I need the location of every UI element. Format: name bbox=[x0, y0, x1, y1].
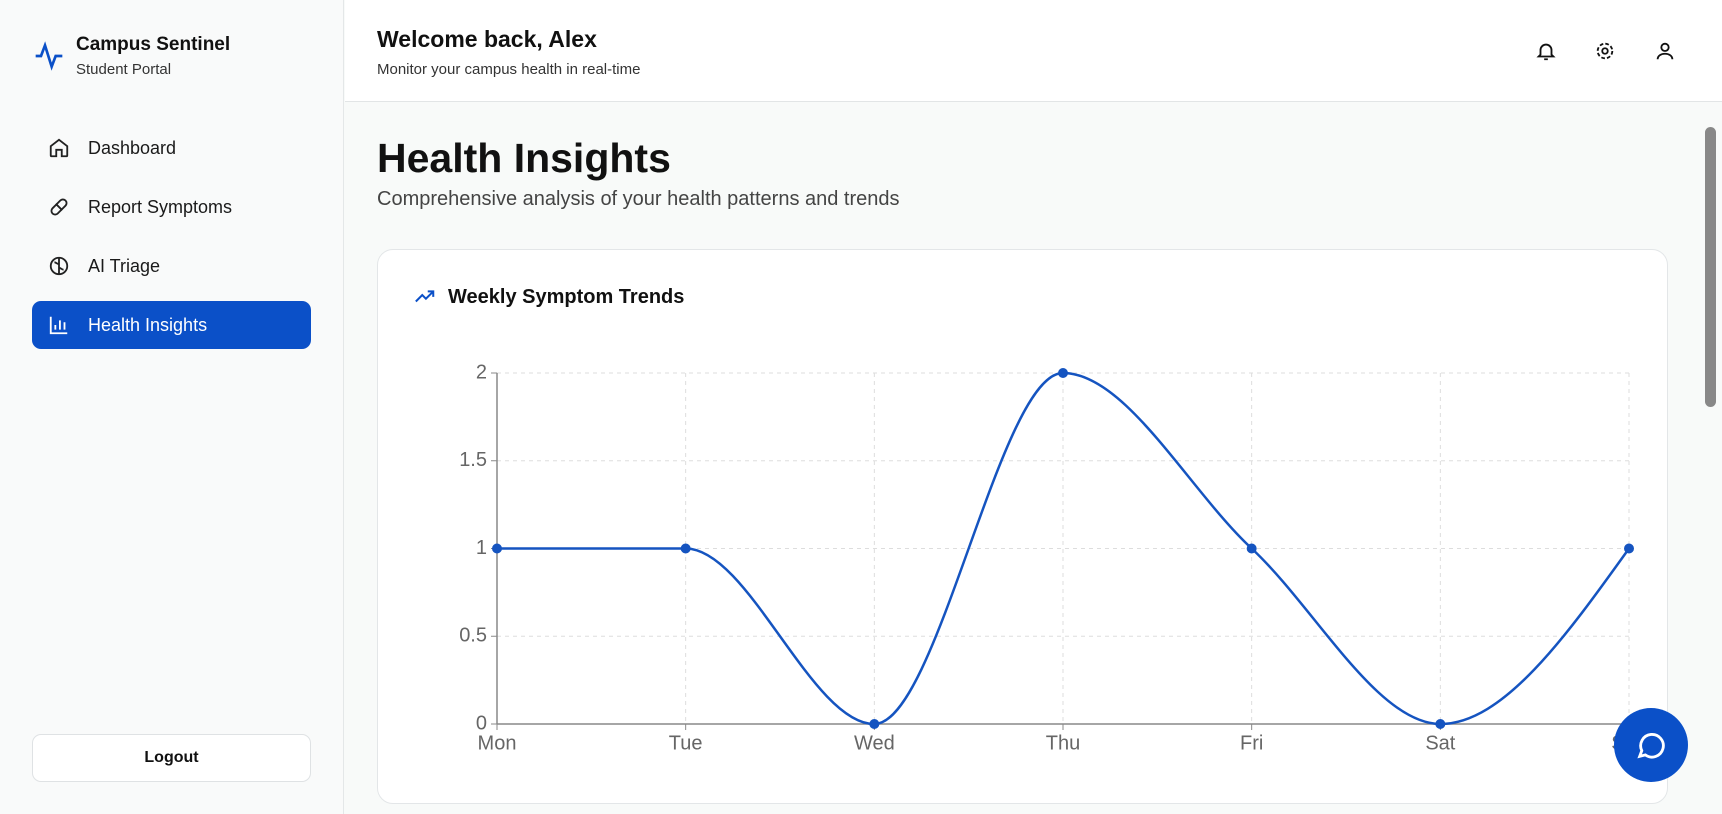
logout-button[interactable]: Logout bbox=[32, 734, 311, 782]
trend-icon bbox=[415, 290, 435, 303]
chart-icon bbox=[49, 316, 68, 335]
nav-item[interactable]: Report Symptoms bbox=[32, 183, 311, 231]
nav-label: Health Insights bbox=[88, 314, 208, 335]
header: Welcome back, Alex Monitor your campus h… bbox=[345, 0, 1722, 102]
x-tick-label: Mon bbox=[478, 732, 517, 754]
nav-label: Report Symptoms bbox=[88, 196, 233, 217]
chat-icon bbox=[1637, 733, 1665, 759]
chart: 00.511.52MonTueWedThuFriSatSun bbox=[459, 361, 1647, 754]
header-title: Welcome back, Alex bbox=[377, 26, 597, 52]
nav-item-active[interactable]: Health Insights bbox=[32, 301, 311, 349]
y-tick-label: 2 bbox=[476, 361, 487, 383]
point bbox=[680, 543, 691, 554]
nav-label: Dashboard bbox=[88, 137, 177, 158]
scrollbar[interactable] bbox=[1704, 105, 1718, 814]
x-tick-label: Tue bbox=[669, 732, 703, 754]
point bbox=[1058, 368, 1068, 378]
brand-title: Campus Sentinel bbox=[76, 34, 231, 55]
brain-icon bbox=[49, 256, 69, 276]
chat-button[interactable] bbox=[1614, 708, 1688, 782]
sidebar: Campus Sentinel Student Portal Dashboard… bbox=[0, 0, 344, 814]
point bbox=[1624, 543, 1634, 554]
chart-card: Weekly Symptom Trends bbox=[377, 249, 1668, 804]
point bbox=[869, 719, 880, 729]
scrollbar-thumb[interactable] bbox=[1705, 127, 1716, 407]
y-tick-label: 1 bbox=[476, 537, 487, 559]
nav-item[interactable]: AI Triage bbox=[32, 242, 311, 290]
nav-label: AI Triage bbox=[88, 255, 161, 276]
profile-icon[interactable] bbox=[1654, 40, 1676, 62]
x-tick-label: Fri bbox=[1240, 732, 1263, 754]
brand-subtitle: Student Portal bbox=[76, 61, 172, 78]
y-tick-label: 0.5 bbox=[459, 625, 487, 647]
home-icon bbox=[49, 138, 69, 158]
chart-title: Weekly Symptom Trends bbox=[448, 286, 685, 308]
point bbox=[492, 543, 502, 554]
y-tick-label: 0 bbox=[476, 712, 487, 734]
page-title: Health Insights bbox=[377, 135, 671, 181]
pill-icon bbox=[50, 198, 68, 216]
x-tick-label: Sat bbox=[1425, 732, 1455, 754]
x-tick-label: Thu bbox=[1046, 732, 1080, 754]
y-tick-label: 1.5 bbox=[459, 449, 487, 471]
x-tick-label: Wed bbox=[854, 732, 895, 754]
point bbox=[1246, 543, 1257, 554]
brand-logo bbox=[35, 41, 63, 71]
settings-icon[interactable] bbox=[1594, 40, 1616, 62]
header-subtitle: Monitor your campus health in real-time bbox=[377, 61, 641, 78]
notifications-icon[interactable] bbox=[1535, 40, 1557, 62]
page-subtitle: Comprehensive analysis of your health pa… bbox=[377, 188, 900, 210]
point bbox=[1435, 719, 1446, 729]
nav-item[interactable]: Dashboard bbox=[32, 124, 311, 172]
